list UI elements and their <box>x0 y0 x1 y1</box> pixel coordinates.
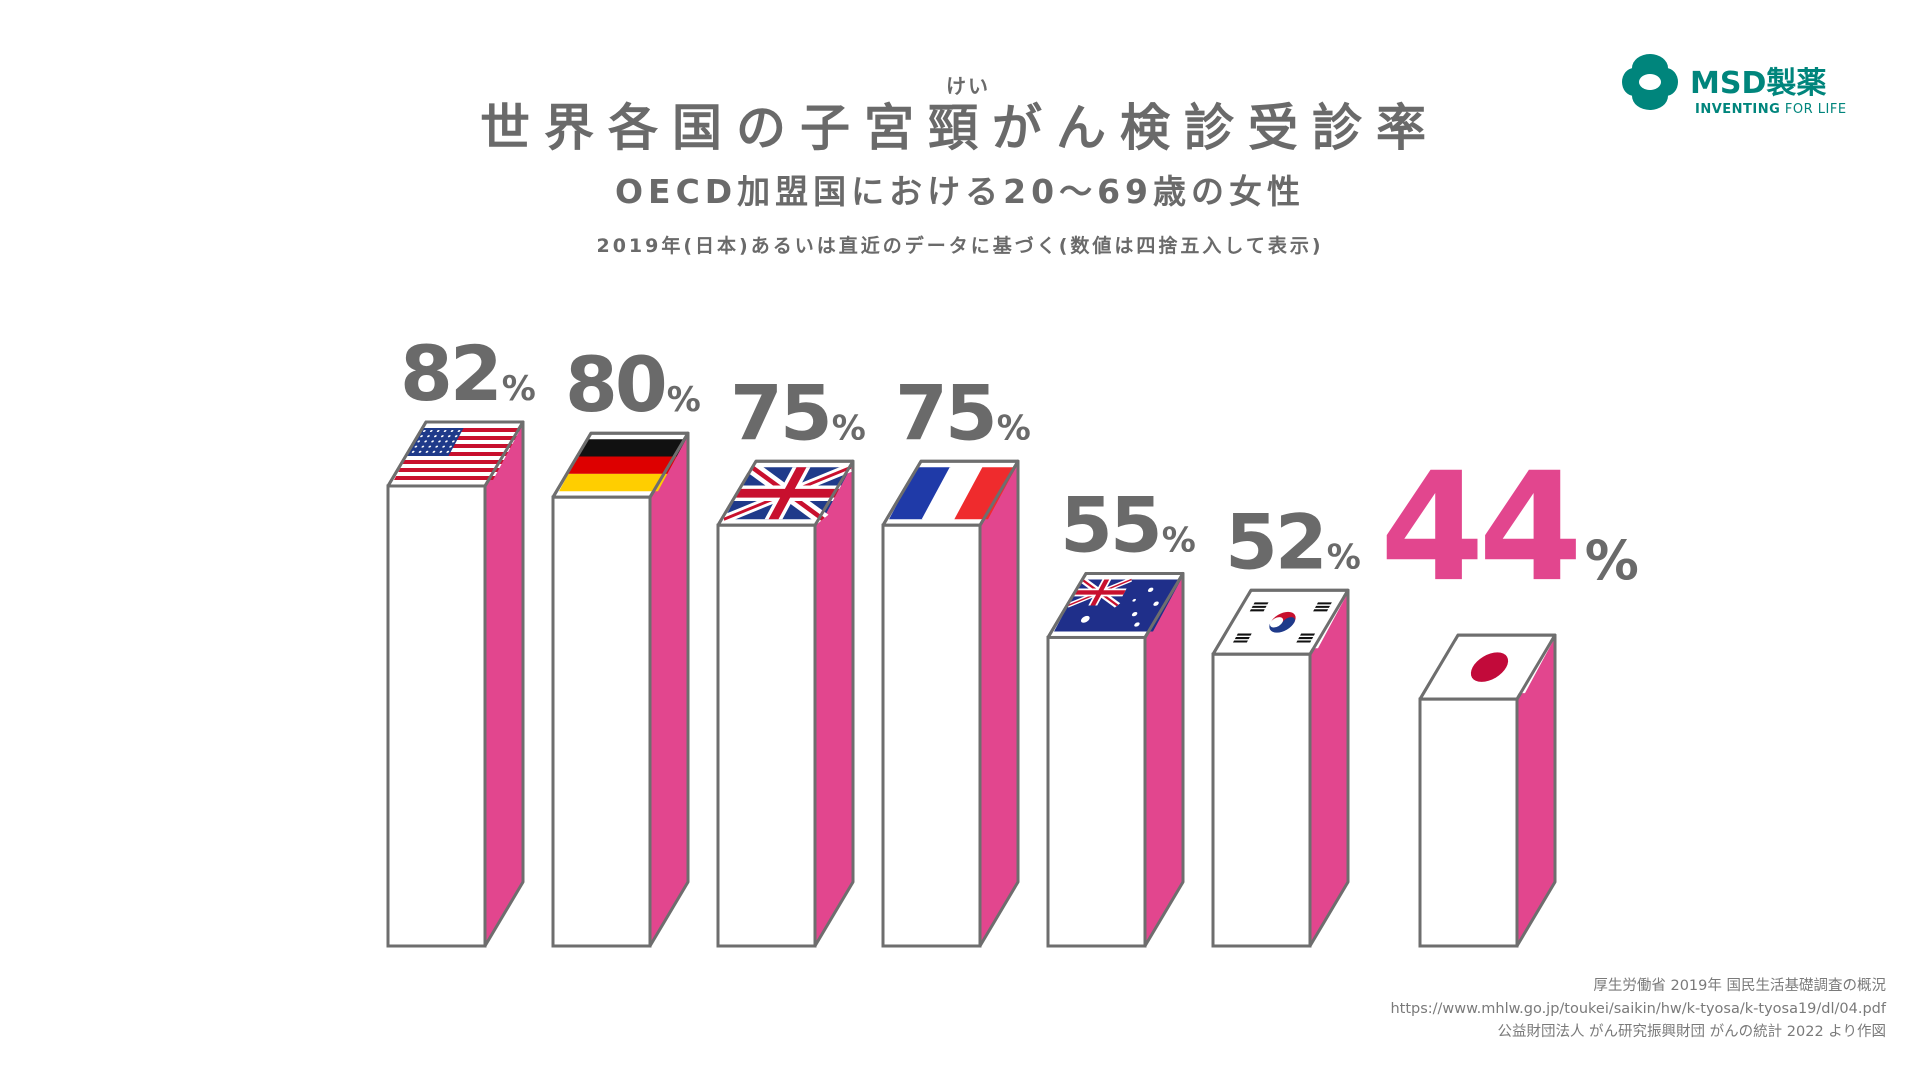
bar-front <box>1418 697 1519 948</box>
title-ruby: けい <box>946 74 990 98</box>
bar-de <box>551 431 690 948</box>
source-line-3: 公益財団法人 がん研究振興財団 がんの統計 2022 より作図 <box>1497 1024 1886 1040</box>
title-block: 世界各国の子宮頸がん検診受診率 <box>0 88 1920 160</box>
data-label: 44% <box>1380 441 1639 615</box>
flag-kr <box>1218 596 1347 649</box>
page-title: 世界各国の子宮頸がん検診受診率 <box>480 99 1440 157</box>
bar-fr <box>881 459 1020 948</box>
flag-us <box>393 427 522 480</box>
bar-front <box>551 495 652 948</box>
source-line-1: 厚生労働省 2019年 国民生活基礎調査の概況 <box>1593 978 1886 994</box>
source-line-2: https://www.mhlw.go.jp/toukei/saikin/hw/… <box>1390 1001 1886 1017</box>
page-subtitle: OECD加盟国における20～69歳の女性 <box>614 172 1306 211</box>
bar-front <box>1046 635 1147 948</box>
data-label: 52% <box>1225 497 1361 586</box>
data-note: 2019年(日本)あるいは直近のデータに基づく(数値は四捨五入して表示) <box>596 235 1324 257</box>
bar-side <box>483 420 525 948</box>
bar-side <box>978 459 1020 948</box>
bar-side <box>813 459 855 948</box>
data-label: 82% <box>400 329 536 418</box>
data-label: 75% <box>730 368 866 457</box>
data-label: 75% <box>895 368 1031 457</box>
bar-kr <box>1211 588 1350 948</box>
bar-front <box>386 484 487 948</box>
msd-logo: MSD製薬 INVENTING FOR LIFE <box>1620 52 1880 122</box>
logo-tagline: INVENTING FOR LIFE <box>1695 102 1847 117</box>
data-label: 55% <box>1060 480 1196 569</box>
bar-front <box>1211 652 1312 948</box>
bar-gb <box>716 459 855 948</box>
flag-jp <box>1425 641 1554 694</box>
data-label: 80% <box>565 340 701 429</box>
bar-front <box>716 523 817 948</box>
source-citation: 厚生労働省 2019年 国民生活基礎調査の概況 https://www.mhlw… <box>1390 975 1886 1044</box>
msd-logo-icon <box>1622 54 1678 110</box>
bar-us <box>386 420 525 948</box>
logo-name: MSD製薬 <box>1690 66 1827 101</box>
flag-gb <box>723 462 852 524</box>
bar-au <box>1046 571 1185 948</box>
bar-front <box>881 523 982 948</box>
bar-jp <box>1418 633 1557 948</box>
bar-side <box>648 431 690 948</box>
flag-de <box>558 439 687 492</box>
flag-fr <box>888 467 1017 520</box>
flag-au <box>1053 577 1182 632</box>
